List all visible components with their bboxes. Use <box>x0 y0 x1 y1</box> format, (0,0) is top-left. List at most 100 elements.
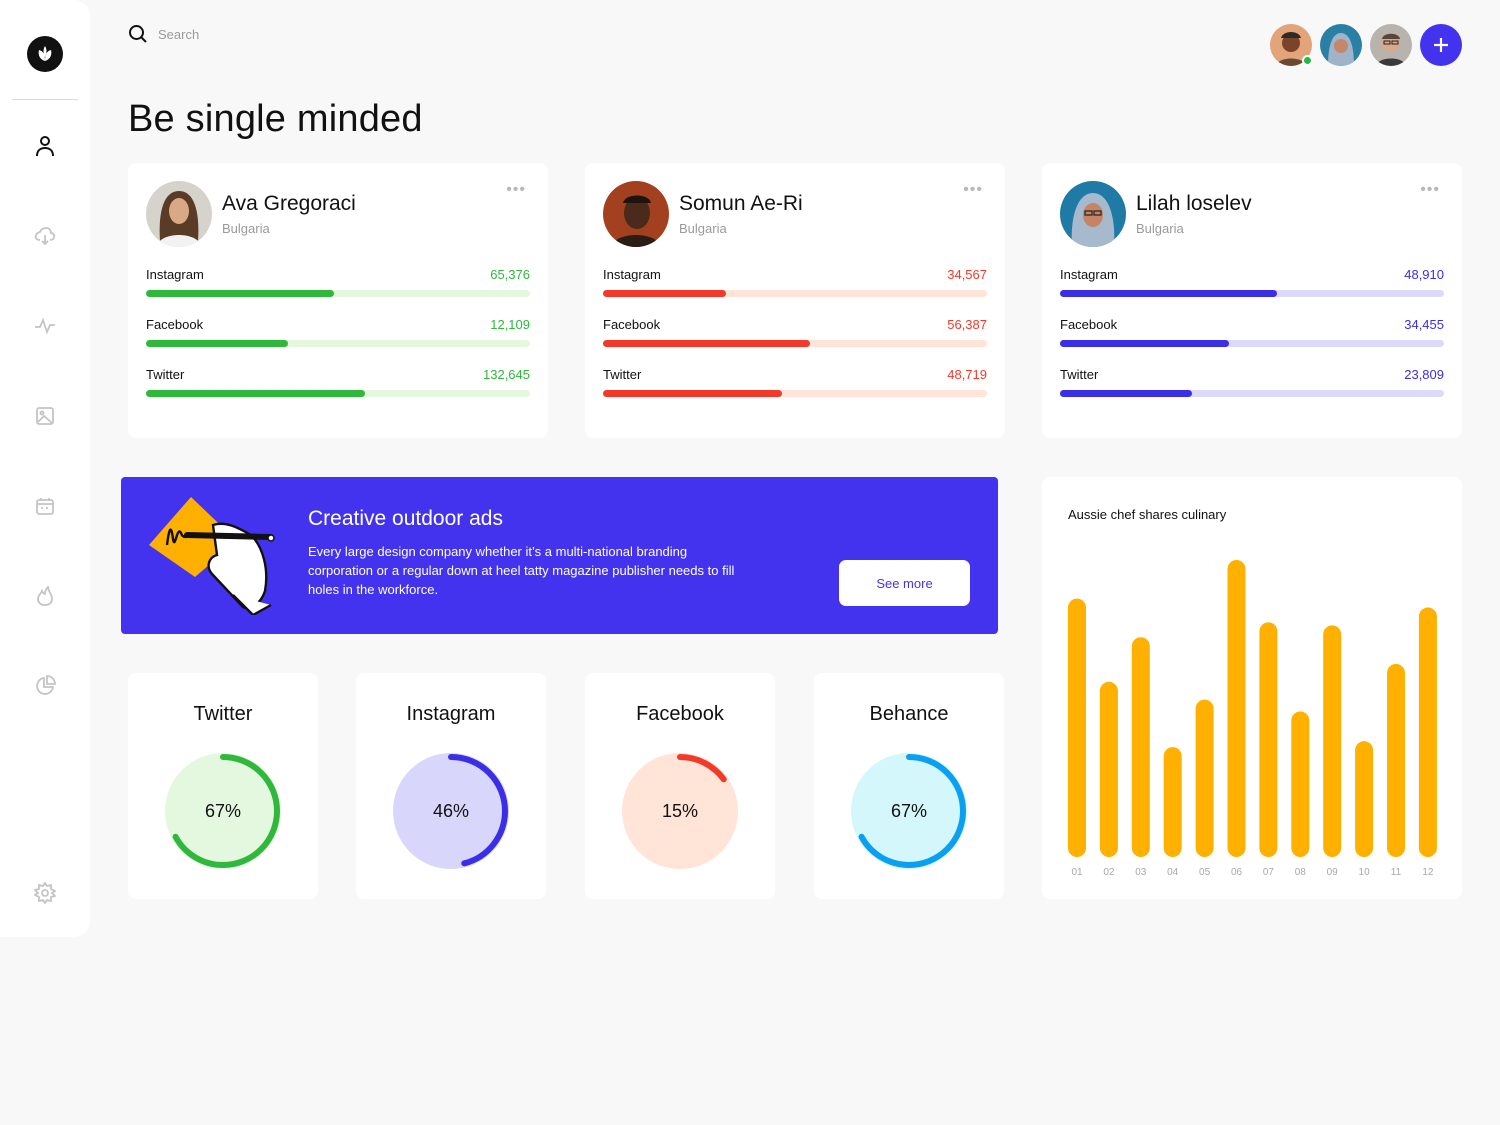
settings-icon[interactable] <box>33 881 57 905</box>
ring-title: Facebook <box>636 703 724 725</box>
progress-fill <box>1060 390 1193 397</box>
facebook-ring-card: Facebook 15% <box>585 673 775 899</box>
x-tick-label: 09 <box>1327 867 1339 878</box>
search-bar[interactable]: Search <box>128 24 199 44</box>
progress-track <box>146 390 530 397</box>
add-member-button[interactable] <box>1420 24 1462 66</box>
leaf-logo-icon[interactable] <box>27 36 63 72</box>
stat-facebook: Facebook 56,387 <box>603 317 987 347</box>
signing-hand-illustration <box>149 497 275 615</box>
profile-card: ••• Ava Gregoraci Bulgaria Instagram 65,3… <box>128 163 548 438</box>
facebook-progress-ring <box>622 753 738 869</box>
ring-percent: 46% <box>432 800 470 821</box>
bar-09 <box>1323 625 1342 857</box>
x-tick-label: 02 <box>1103 867 1115 878</box>
progress-fill <box>603 340 811 347</box>
stat-value: 56,387 <box>947 317 987 332</box>
progress-track <box>603 340 987 347</box>
bar-12 <box>1418 607 1437 857</box>
bar-05 <box>1195 699 1214 857</box>
search-icon <box>129 25 147 43</box>
ring-arc <box>394 754 508 868</box>
stat-value: 34,567 <box>947 267 987 282</box>
stat-facebook: Facebook 34,455 <box>1060 317 1444 347</box>
x-tick-label: 07 <box>1263 867 1275 878</box>
activity-icon[interactable] <box>33 314 57 338</box>
profile-card: ••• Lilah loselev Bulgaria Instagram 48,9… <box>1042 163 1462 438</box>
x-tick-label: 04 <box>1167 867 1179 878</box>
cloud-download-icon[interactable] <box>33 224 57 248</box>
bar-03 <box>1131 637 1150 857</box>
stat-label: Facebook <box>603 317 661 332</box>
x-tick-label: 11 <box>1391 867 1402 878</box>
pie-chart-icon[interactable] <box>33 674 57 698</box>
avatar[interactable] <box>1320 24 1362 66</box>
behance-ring-card: Behance 67% <box>814 673 1004 899</box>
behance-progress-ring <box>851 753 967 869</box>
stat-value: 48,719 <box>947 367 987 382</box>
ring-percent: 15% <box>661 800 699 821</box>
ring-title: Instagram <box>406 703 496 725</box>
instagram-progress-ring <box>393 753 509 869</box>
stat-instagram: Instagram 34,567 <box>603 267 987 297</box>
see-more-button[interactable]: See more <box>839 560 970 606</box>
stat-twitter: Twitter 23,809 <box>1060 367 1444 397</box>
online-status-dot <box>1302 55 1313 66</box>
ring-percent: 67% <box>204 800 242 821</box>
profile-avatar <box>146 181 212 247</box>
ring-arc <box>623 754 737 868</box>
x-tick-label: 03 <box>1135 867 1147 878</box>
flame-icon[interactable] <box>33 584 57 608</box>
stat-label: Instagram <box>146 267 204 282</box>
progress-track <box>1060 390 1444 397</box>
stat-value: 132,645 <box>483 367 530 382</box>
bar-10 <box>1355 741 1374 857</box>
progress-fill <box>146 340 289 347</box>
ring-title: Twitter <box>193 703 253 725</box>
bar-06 <box>1227 560 1246 857</box>
ring-title: Behance <box>869 703 949 725</box>
avatar[interactable] <box>1370 24 1412 66</box>
bar-04 <box>1163 747 1182 857</box>
profile-location: Bulgaria <box>679 221 727 236</box>
calendar-icon[interactable] <box>33 494 57 518</box>
stat-label: Instagram <box>603 267 661 282</box>
more-options-icon[interactable]: ••• <box>1420 181 1440 198</box>
profile-card: ••• Somun Ae-Ri Bulgaria Instagram 34,567… <box>585 163 1005 438</box>
progress-track <box>603 390 987 397</box>
stat-instagram: Instagram 65,376 <box>146 267 530 297</box>
progress-fill <box>1060 290 1277 297</box>
stat-twitter: Twitter 132,645 <box>146 367 530 397</box>
promo-banner: Creative outdoor ads Every large design … <box>121 477 998 634</box>
progress-fill <box>146 290 335 297</box>
progress-track <box>146 290 530 297</box>
stat-label: Facebook <box>1060 317 1118 332</box>
ring-percent: 67% <box>890 800 928 821</box>
x-tick-label: 10 <box>1359 867 1371 878</box>
more-options-icon[interactable]: ••• <box>506 181 526 198</box>
stat-value: 12,109 <box>490 317 530 332</box>
stat-label: Twitter <box>1060 367 1099 382</box>
twitter-progress-ring <box>165 753 281 869</box>
sidebar-divider <box>12 99 78 100</box>
image-icon[interactable] <box>33 404 57 428</box>
stat-value: 48,910 <box>1404 267 1444 282</box>
bar-08 <box>1291 711 1310 857</box>
search-input[interactable]: Search <box>158 26 200 42</box>
stat-twitter: Twitter 48,719 <box>603 367 987 397</box>
user-icon[interactable] <box>33 134 57 158</box>
more-options-icon[interactable]: ••• <box>963 181 983 198</box>
bar-02 <box>1099 681 1118 857</box>
stat-label: Facebook <box>146 317 204 332</box>
profile-name: Somun Ae-Ri <box>679 192 803 215</box>
team-avatars <box>1270 24 1462 66</box>
stat-value: 34,455 <box>1404 317 1444 332</box>
twitter-ring-card: Twitter 67% <box>128 673 318 899</box>
banner-title: Creative outdoor ads <box>308 507 503 530</box>
stat-value: 23,809 <box>1404 367 1444 382</box>
stat-instagram: Instagram 48,910 <box>1060 267 1444 297</box>
progress-track <box>603 290 987 297</box>
page-title: Be single minded <box>128 98 423 140</box>
stat-value: 65,376 <box>490 267 530 282</box>
x-tick-label: 05 <box>1199 867 1211 878</box>
